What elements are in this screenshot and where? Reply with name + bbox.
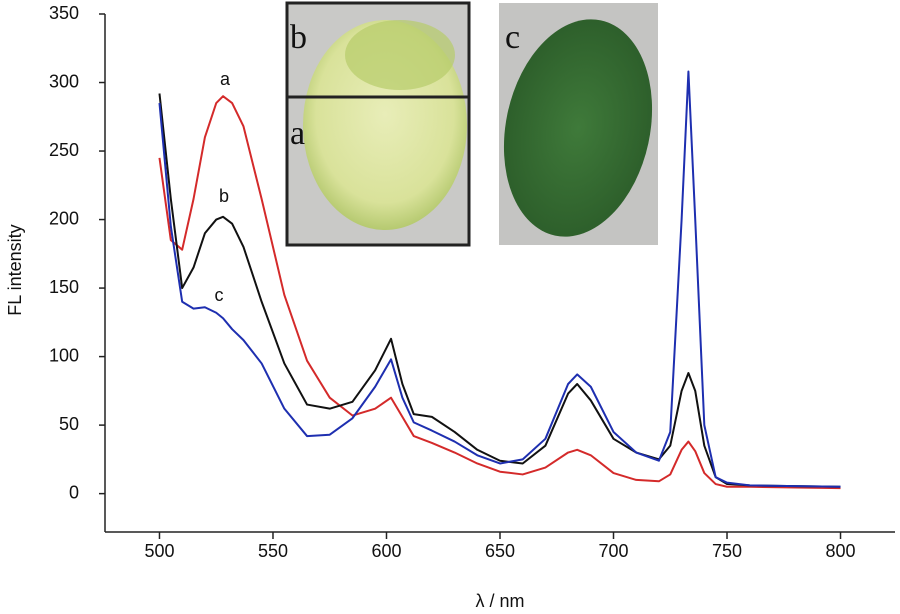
inset-label: a: [290, 115, 305, 152]
x-tick-label: 500: [144, 541, 174, 561]
y-tick-label: 0: [69, 482, 79, 502]
y-tick-label: 200: [49, 208, 79, 228]
x-tick-label: 600: [371, 541, 401, 561]
curve-label: a: [220, 69, 231, 89]
inset-photos: b a c: [285, 1, 658, 247]
y-tick-label: 250: [49, 140, 79, 160]
x-axis-title: λ / nm: [475, 591, 524, 611]
x-tick-label: 750: [712, 541, 742, 561]
x-tick-label: 800: [825, 541, 855, 561]
x-tick-label: 650: [485, 541, 515, 561]
curve-label: b: [219, 186, 229, 206]
inset-label: c: [505, 19, 520, 56]
y-tick-label: 350: [49, 3, 79, 23]
x-tick-label: 700: [598, 541, 628, 561]
y-tick-label: 100: [49, 345, 79, 365]
y-tick-label: 150: [49, 277, 79, 297]
y-tick-label: 300: [49, 71, 79, 91]
y-axis-title: FL intensity: [5, 224, 25, 315]
inset-frame: [285, 95, 471, 247]
series-line: [158, 93, 841, 488]
series-line: [158, 70, 841, 488]
leaf-patch: [345, 20, 455, 90]
curve-label: c: [215, 285, 224, 305]
inset-label: b: [290, 19, 307, 56]
y-tick-label: 50: [59, 414, 79, 434]
leaf: [503, 19, 653, 237]
series-line: [158, 95, 841, 490]
x-tick-label: 550: [258, 541, 288, 561]
